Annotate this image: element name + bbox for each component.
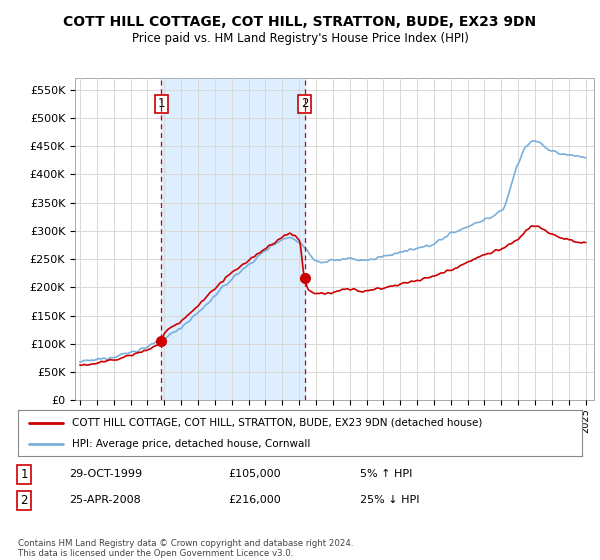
Text: 2: 2 — [20, 493, 28, 507]
Text: COTT HILL COTTAGE, COT HILL, STRATTON, BUDE, EX23 9DN (detached house): COTT HILL COTTAGE, COT HILL, STRATTON, B… — [71, 418, 482, 428]
Text: 25% ↓ HPI: 25% ↓ HPI — [360, 495, 419, 505]
Text: £105,000: £105,000 — [228, 469, 281, 479]
Text: 29-OCT-1999: 29-OCT-1999 — [69, 469, 142, 479]
Text: 5% ↑ HPI: 5% ↑ HPI — [360, 469, 412, 479]
Bar — [161, 78, 305, 400]
Text: COTT HILL COTTAGE, COT HILL, STRATTON, BUDE, EX23 9DN: COTT HILL COTTAGE, COT HILL, STRATTON, B… — [64, 15, 536, 29]
Text: Contains HM Land Registry data © Crown copyright and database right 2024.
This d: Contains HM Land Registry data © Crown c… — [18, 539, 353, 558]
Text: 1: 1 — [158, 97, 165, 110]
Text: 1: 1 — [20, 468, 28, 481]
Text: Price paid vs. HM Land Registry's House Price Index (HPI): Price paid vs. HM Land Registry's House … — [131, 32, 469, 45]
Text: £216,000: £216,000 — [228, 495, 281, 505]
Text: HPI: Average price, detached house, Cornwall: HPI: Average price, detached house, Corn… — [71, 439, 310, 449]
Text: 25-APR-2008: 25-APR-2008 — [69, 495, 141, 505]
Text: 2: 2 — [301, 97, 308, 110]
